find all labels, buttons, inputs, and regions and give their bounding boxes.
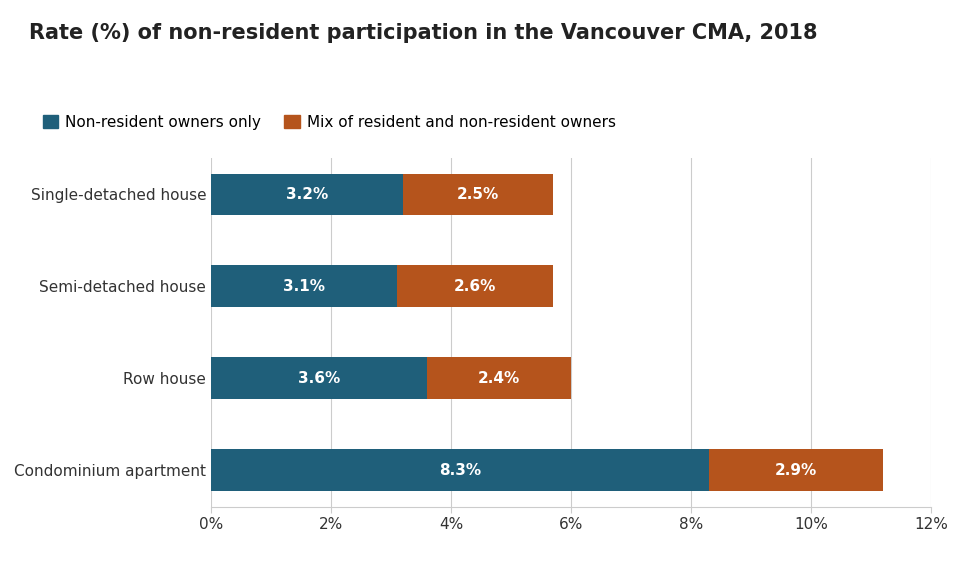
Legend: Non-resident owners only, Mix of resident and non-resident owners: Non-resident owners only, Mix of residen…: [36, 109, 622, 136]
Text: 3.1%: 3.1%: [283, 279, 325, 294]
Bar: [211, 449, 709, 491]
Text: 2.4%: 2.4%: [478, 370, 520, 386]
Bar: [397, 266, 553, 307]
Bar: [427, 358, 571, 399]
Text: 3.6%: 3.6%: [298, 370, 341, 386]
Text: 2.5%: 2.5%: [457, 187, 499, 202]
Bar: [211, 358, 427, 399]
Bar: [211, 266, 397, 307]
Text: 8.3%: 8.3%: [439, 463, 481, 477]
Bar: [403, 173, 553, 215]
Text: Rate (%) of non-resident participation in the Vancouver CMA, 2018: Rate (%) of non-resident participation i…: [29, 23, 817, 43]
Text: 2.9%: 2.9%: [775, 463, 817, 477]
Bar: [709, 449, 883, 491]
Text: 2.6%: 2.6%: [454, 279, 496, 294]
Bar: [211, 173, 403, 215]
Text: 3.2%: 3.2%: [286, 187, 328, 202]
